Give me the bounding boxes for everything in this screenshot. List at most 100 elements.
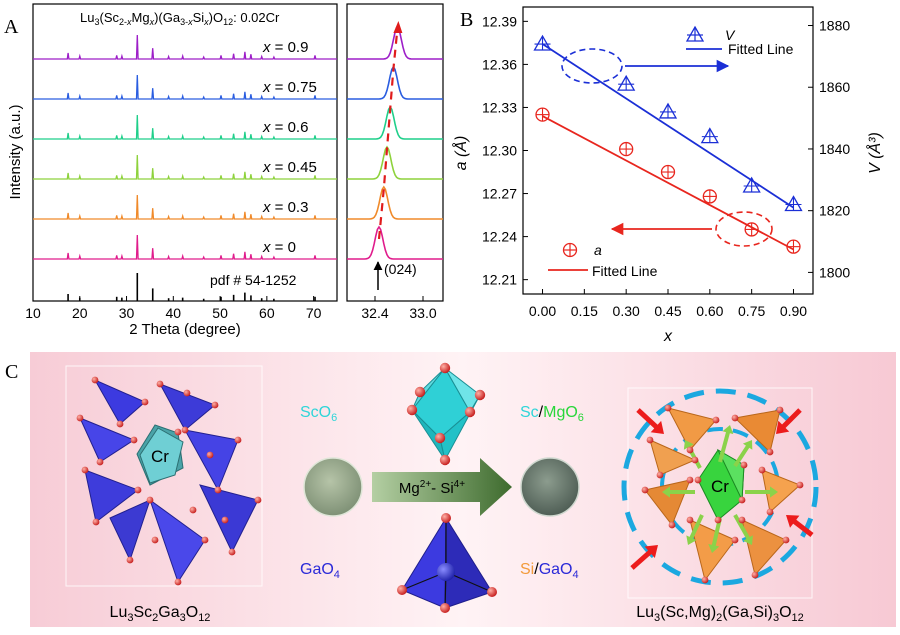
formula-part: 3 xyxy=(94,17,99,27)
caption-left: Lu3Sc2Ga3O12 xyxy=(110,604,211,624)
oxygen-atom xyxy=(487,587,497,597)
caption-subscript: 3 xyxy=(773,612,779,624)
oxygen-atom xyxy=(740,461,748,469)
pdf-label: pdf # 54-1252 xyxy=(210,272,297,288)
caption-subscript: 3 xyxy=(180,612,186,624)
formula-part: 2- xyxy=(119,17,127,27)
green-arrow-head xyxy=(722,425,734,435)
oxygen-atom xyxy=(776,406,784,414)
inset-peak xyxy=(347,185,443,220)
left-structure-box xyxy=(65,365,263,587)
oxygen-atom xyxy=(712,416,720,424)
oxygen-atom xyxy=(782,536,790,544)
b-y-left-tick-label: 12.36 xyxy=(482,56,517,72)
right-structure: Cr xyxy=(630,404,814,584)
formula-label: Lu3(Sc2-xMgx)(Ga3-xSix)O12: 0.02Cr xyxy=(80,10,280,27)
b-y-left-tick-label: 12.30 xyxy=(482,143,517,159)
b-y-right-tick-label: 1800 xyxy=(819,264,850,280)
oxygen-atom xyxy=(92,518,100,526)
b-y-left-tick-label: 12.24 xyxy=(482,229,517,245)
rtetra-7 xyxy=(649,439,697,476)
b-y-right-tick-label: 1820 xyxy=(819,203,850,219)
label-var: x xyxy=(262,39,271,56)
xrd-pattern xyxy=(33,114,337,140)
b-y-right-tick-label: 1880 xyxy=(819,18,850,34)
pattern-label: x = 0.9 xyxy=(262,39,308,56)
b-y-left-tick-label: 12.33 xyxy=(482,99,517,115)
oxygen-atom xyxy=(206,451,214,459)
label-var: x xyxy=(262,199,271,216)
x-tick-label: 50 xyxy=(212,305,228,321)
oxygen-atom xyxy=(440,603,450,613)
xrd-pattern xyxy=(33,194,337,220)
inset-frame xyxy=(346,3,444,302)
pdf-reference-sticks xyxy=(67,273,316,301)
panel-c: C Cr Lu3Sc2Ga3O12 ScO6 GaO4 Sc/MgO6 Si/G… xyxy=(5,352,896,627)
a-series-ellipse xyxy=(715,211,773,247)
oxygen-atom xyxy=(201,536,209,544)
right-oxygen-atoms xyxy=(641,404,804,584)
caption-subscript: 12 xyxy=(792,612,804,624)
green-arrow-head xyxy=(708,543,720,553)
inset-tick-label: 33.0 xyxy=(409,305,436,321)
sco6-label: ScO6 xyxy=(300,404,337,424)
formula-part: x xyxy=(187,17,193,27)
cr-label-right: Cr xyxy=(711,477,729,496)
oxygen-atom xyxy=(731,536,739,544)
b-x-tick-label: 0.00 xyxy=(529,303,556,319)
green-arrow-head xyxy=(743,535,753,545)
v-point xyxy=(658,102,678,119)
si-text: Si xyxy=(520,561,534,578)
ga-atom xyxy=(437,563,455,581)
oxygen-atom xyxy=(134,486,142,494)
green-arrow xyxy=(733,443,751,468)
v-series-ellipse xyxy=(561,48,623,84)
red-arrows xyxy=(630,408,814,570)
caption-text: (Sc,Mg) xyxy=(660,604,716,621)
label-var: x xyxy=(262,79,271,96)
formula-part: )(Ga xyxy=(154,10,181,25)
oxygen-atom xyxy=(441,513,451,523)
xrd-pattern xyxy=(33,74,337,100)
sco6-text: ScO xyxy=(300,404,331,421)
caption-text: Lu xyxy=(110,604,128,621)
oxygen-atom xyxy=(151,536,159,544)
label-val: = 0.45 xyxy=(271,159,317,176)
oxygen-atom xyxy=(130,436,138,444)
arrow-superscript: 4+ xyxy=(454,479,466,490)
oxygen-atom xyxy=(646,436,654,444)
x-tick-label: 30 xyxy=(119,305,135,321)
caption-text: (Ga,Si) xyxy=(722,604,773,621)
inset-peak xyxy=(347,145,443,180)
oxygen-atom xyxy=(146,496,154,504)
red-arrow-head xyxy=(650,420,664,434)
green-arrow-head xyxy=(742,440,753,450)
xrd-pattern xyxy=(33,234,337,260)
tetra-8 xyxy=(109,499,151,562)
slash-text-2: / xyxy=(534,561,539,578)
formula-part: x xyxy=(149,17,155,27)
red-arrow-head xyxy=(644,545,658,559)
oxygen-atom xyxy=(126,556,134,564)
inset-peak xyxy=(347,105,443,140)
rtetra-4 xyxy=(741,519,787,577)
oxygen-atom xyxy=(174,578,182,586)
oxygen-atom xyxy=(81,466,89,474)
si-gao4-label: Si/GaO4 xyxy=(520,561,579,581)
green-arrows xyxy=(662,425,778,553)
b-x-tick-label: 0.15 xyxy=(571,303,598,319)
panel-a: A Lu3(Sc2-xMgx)(Ga3-xSix)O12: 0.02Cr Int… xyxy=(4,3,444,338)
oxygen-atom xyxy=(439,362,451,374)
formula-part: : 0.02Cr xyxy=(233,10,280,25)
label-val: = 0.9 xyxy=(271,39,309,56)
red-arrow-head xyxy=(786,515,800,528)
panel-c-letter: C xyxy=(5,361,18,383)
oxygen-atom xyxy=(183,389,191,397)
label-val: = 0 xyxy=(271,239,296,256)
oxygen-atom xyxy=(254,496,262,504)
oxygen-atom xyxy=(439,454,451,466)
legend-fit-label: Fitted Line xyxy=(728,41,794,57)
arrow-text: - Si xyxy=(431,480,454,497)
oxygen-atom xyxy=(701,576,709,584)
